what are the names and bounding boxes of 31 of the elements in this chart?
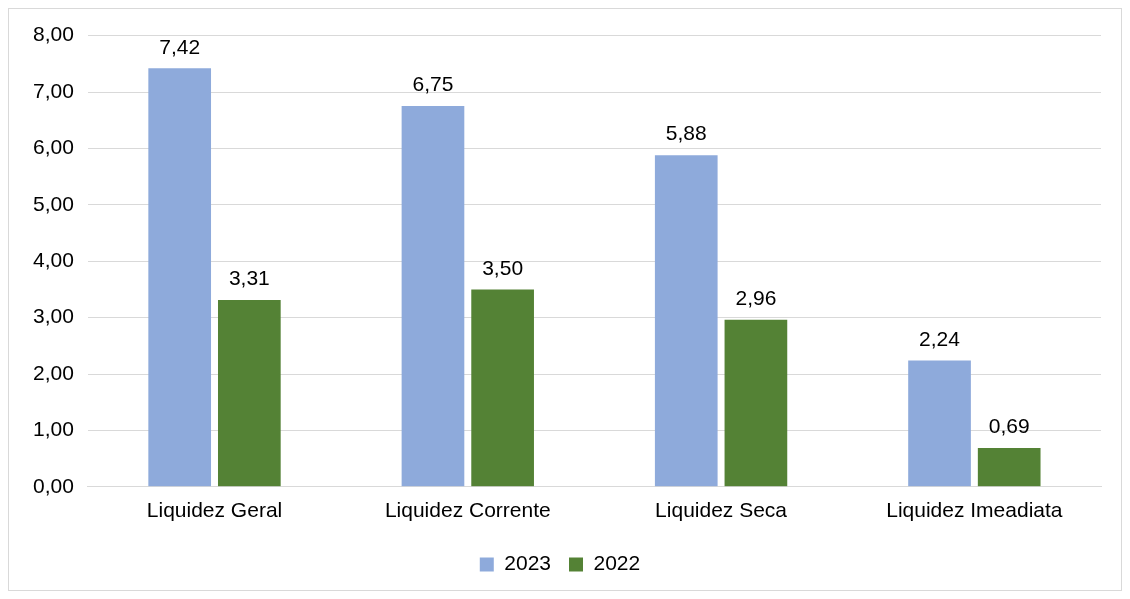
bar xyxy=(218,300,281,487)
data-label: 3,50 xyxy=(482,255,524,279)
legend-label: 2022 xyxy=(593,551,641,575)
bar xyxy=(654,155,718,487)
y-tick-label: 8,00 xyxy=(33,22,74,46)
bar xyxy=(148,68,212,487)
y-tick-label: 0,00 xyxy=(33,473,74,497)
data-label: 3,31 xyxy=(228,266,270,290)
data-label: 7,42 xyxy=(159,34,201,58)
y-tick-label: 2,00 xyxy=(33,360,74,384)
x-tick-label: Liquidez Imeadiata xyxy=(886,498,1063,522)
data-label: 6,75 xyxy=(412,72,454,96)
legend-label: 2023 xyxy=(504,551,551,575)
y-tick-label: 4,00 xyxy=(33,248,74,271)
bar xyxy=(908,360,971,487)
data-label: 2,96 xyxy=(735,286,777,310)
y-tick-label: 7,00 xyxy=(33,78,74,102)
y-tick-label: 5,00 xyxy=(33,191,74,215)
bar xyxy=(471,289,534,487)
data-label: 2,24 xyxy=(919,326,961,350)
bar xyxy=(977,447,1041,487)
y-tick-label: 6,00 xyxy=(33,135,74,159)
x-tick-label: Liquidez Seca xyxy=(655,498,788,522)
data-label: 0,69 xyxy=(988,414,1030,438)
y-tick-label: 3,00 xyxy=(33,304,74,328)
bar xyxy=(401,106,465,487)
data-label: 5,88 xyxy=(665,121,707,145)
x-tick-label: Liquidez Corrente xyxy=(384,498,551,522)
bar xyxy=(724,319,788,487)
y-tick-label: 1,00 xyxy=(33,417,74,441)
x-tick-label: Liquidez Geral xyxy=(146,498,283,522)
